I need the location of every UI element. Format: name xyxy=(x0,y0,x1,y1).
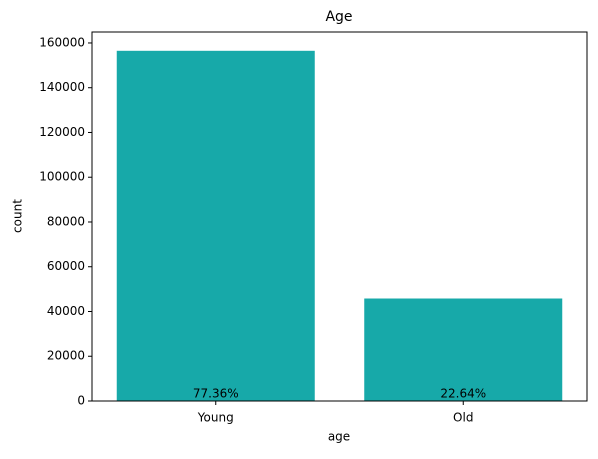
y-tick-label: 160000 xyxy=(39,35,85,49)
y-tick-label: 60000 xyxy=(47,259,85,273)
y-tick-label: 0 xyxy=(77,394,85,408)
chart-title: Age xyxy=(325,9,352,25)
y-tick-label: 40000 xyxy=(47,304,85,318)
percent-label: 77.36% xyxy=(193,387,239,401)
y-tick-label: 100000 xyxy=(39,170,85,184)
y-tick-label: 140000 xyxy=(39,80,85,94)
x-tick-label: Old xyxy=(453,411,473,425)
plot-frame xyxy=(91,31,588,402)
bar xyxy=(364,298,563,401)
x-tick-label: Young xyxy=(197,411,234,425)
bar xyxy=(116,50,315,402)
y-tick-label: 80000 xyxy=(47,214,85,228)
y-tick-label: 120000 xyxy=(39,125,85,139)
x-axis-label: age xyxy=(328,430,350,444)
y-axis-label: count xyxy=(11,199,25,233)
percent-label: 22.64% xyxy=(440,387,486,401)
y-tick-label: 20000 xyxy=(47,349,85,363)
